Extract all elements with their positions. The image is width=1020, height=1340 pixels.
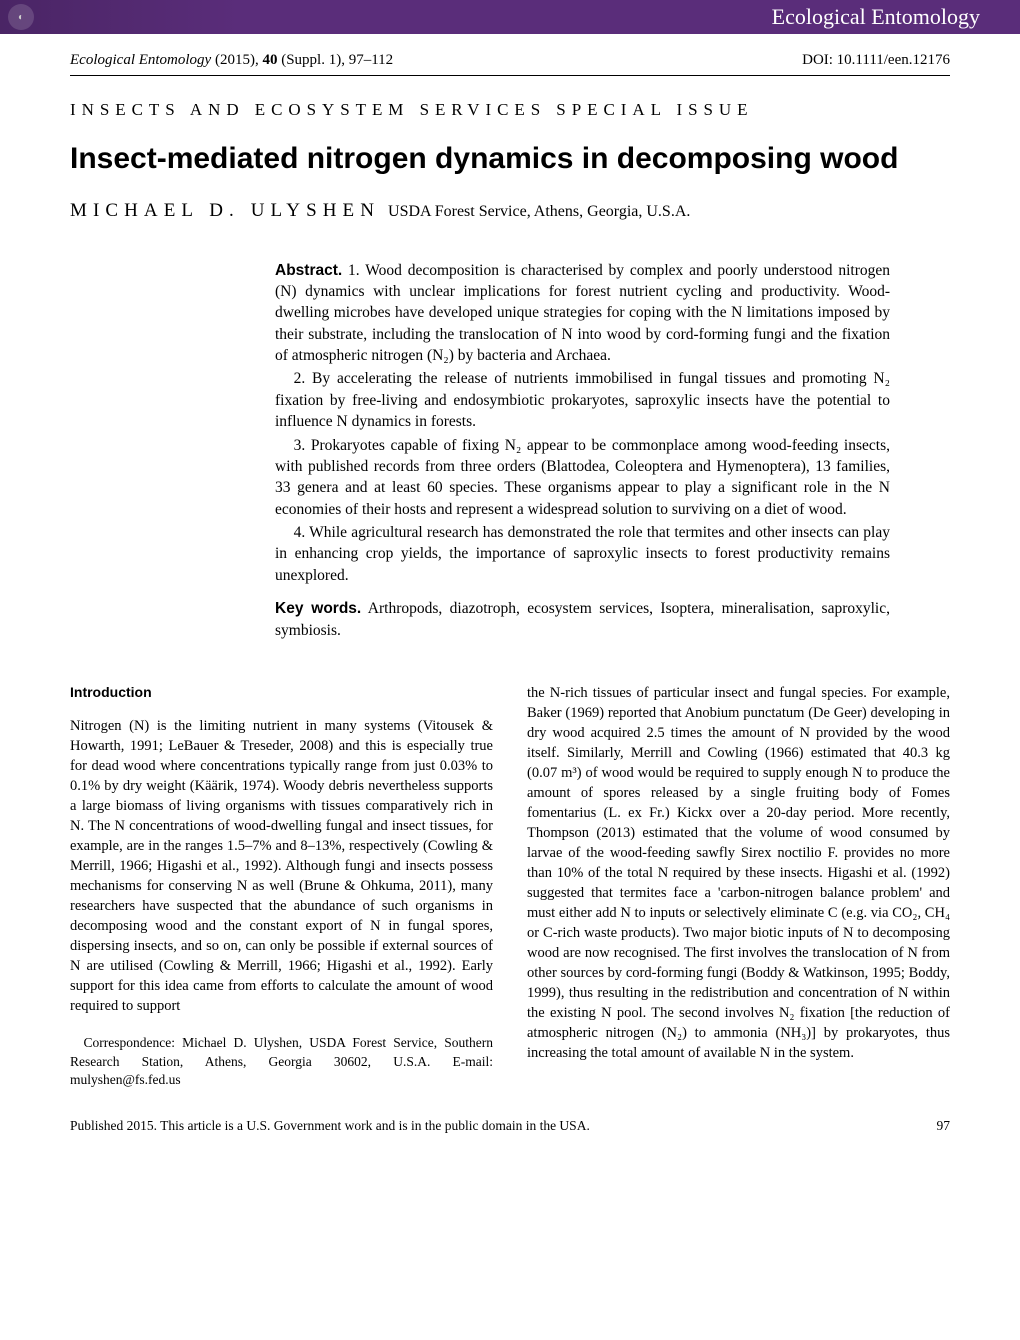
citation-journal: Ecological Entomology — [70, 52, 211, 68]
abstract-p2: 2. By accelerating the release of nutrie… — [275, 368, 890, 432]
intro-text-col1: Nitrogen (N) is the limiting nutrient in… — [70, 716, 493, 1016]
column-left: Introduction Nitrogen (N) is the limitin… — [70, 683, 493, 1090]
banner-logo-icon: ◐ — [8, 4, 34, 30]
author-line: MICHAEL D. ULYSHEN USDA Forest Service, … — [70, 200, 950, 222]
body-columns: Introduction Nitrogen (N) is the limitin… — [70, 683, 950, 1090]
page-content: Ecological Entomology (2015), 40 (Suppl.… — [0, 34, 1020, 1164]
citation-doi: DOI: 10.1111/een.12176 — [802, 52, 950, 69]
citation-volume: 40 — [262, 52, 277, 68]
abstract-p1-text: 1. Wood decomposition is characterised b… — [275, 262, 890, 365]
abstract-p4: 4. While agricultural research has demon… — [275, 522, 890, 586]
special-issue-label: INSECTS AND ECOSYSTEM SERVICES SPECIAL I… — [70, 100, 950, 120]
journal-brand: Ecological Entomology — [772, 4, 980, 30]
citation-left: Ecological Entomology (2015), 40 (Suppl.… — [70, 52, 393, 69]
page-number: 97 — [937, 1118, 951, 1134]
page-footer: Published 2015. This article is a U.S. G… — [70, 1118, 950, 1134]
keywords-label: Key words. — [275, 600, 361, 617]
abstract-p3: 3. Prokaryotes capable of fixing N₂ appe… — [275, 435, 890, 521]
intro-text-col2: the N-rich tissues of particular insect … — [527, 683, 950, 1063]
abstract-label: Abstract. — [275, 262, 342, 279]
citation-issue: (Suppl. 1), — [281, 52, 345, 68]
author-name: MICHAEL D. ULYSHEN — [70, 200, 380, 221]
article-title: Insect-mediated nitrogen dynamics in dec… — [70, 140, 950, 178]
correspondence: Correspondence: Michael D. Ulyshen, USDA… — [70, 1034, 493, 1090]
citation-year: (2015), — [215, 52, 259, 68]
keywords-block: Key words. Arthropods, diazotroph, ecosy… — [275, 598, 890, 641]
citation-header: Ecological Entomology (2015), 40 (Suppl.… — [70, 52, 950, 76]
column-right: the N-rich tissues of particular insect … — [527, 683, 950, 1090]
keywords-text: Arthropods, diazotroph, ecosystem servic… — [275, 600, 890, 638]
banner-decoration: ◐ — [0, 0, 240, 34]
author-affiliation: USDA Forest Service, Athens, Georgia, U.… — [388, 203, 690, 220]
journal-banner: ◐ Ecological Entomology — [0, 0, 1020, 34]
footer-copyright: Published 2015. This article is a U.S. G… — [70, 1118, 590, 1134]
abstract-p1: Abstract. 1. Wood decomposition is chara… — [275, 260, 890, 367]
abstract-block: Abstract. 1. Wood decomposition is chara… — [275, 260, 890, 641]
citation-pages: 97–112 — [349, 52, 393, 68]
intro-heading: Introduction — [70, 683, 493, 702]
